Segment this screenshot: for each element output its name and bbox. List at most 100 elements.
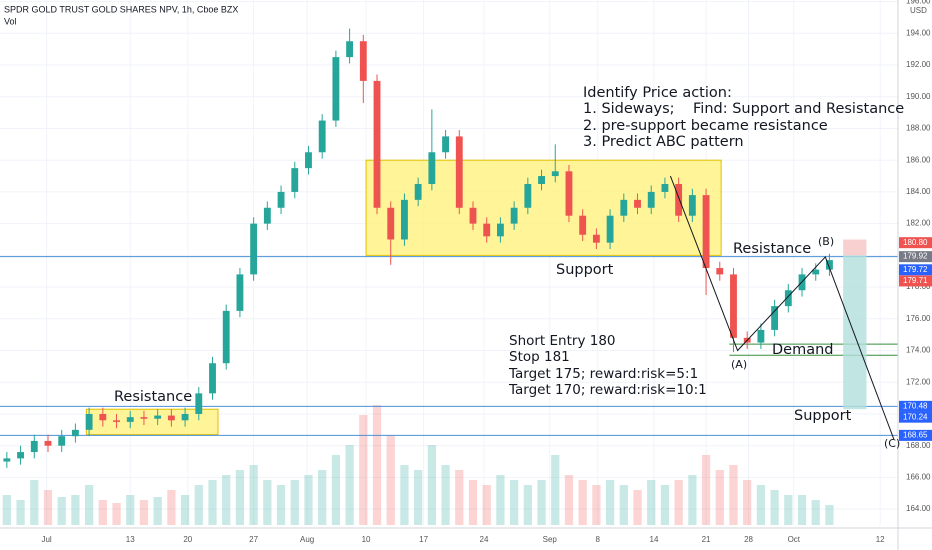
x-tick-label: 8 [596,535,601,544]
price-label-box [899,429,932,441]
candle-body [565,171,573,216]
x-tick-label: 10 [362,535,371,544]
annotation: 1. Sideways; Find: Support and Resistanc… [583,101,904,117]
x-tick-label: 27 [249,535,258,544]
candle-body [30,440,38,453]
volume-bar [784,495,793,525]
candle-body [71,429,79,437]
annotation: (A) [731,358,747,371]
candle-body [401,199,408,240]
volume-bar [57,497,66,525]
volume-bar [743,480,752,525]
volume-bar [605,480,615,525]
candle-body [620,199,628,216]
annotation: 2. pre-support became resistance [583,118,828,134]
candle-body [771,306,779,330]
volume-bar [688,475,697,525]
volume-bar [359,415,368,525]
volume-bar [180,495,190,525]
candle-body [113,420,120,422]
candle-body [181,413,189,421]
price-label-box [899,400,932,412]
volume-bar [455,470,464,525]
volume-bar [318,470,327,525]
candle-body [469,207,477,224]
price-label-box [899,411,932,423]
volume-bar [276,485,286,525]
candle-body [387,207,395,240]
volume-bar [578,480,587,525]
y-tick-label: 188.00 [906,124,931,133]
y-tick-label: 190.00 [906,92,931,101]
price-label-box [899,237,932,249]
x-tick-label: Sep [543,535,558,544]
volume-bar [345,445,354,525]
volume-bar [825,505,834,525]
candle-body [510,207,518,224]
price-label-box [899,275,932,287]
candle-body [812,269,820,275]
price-label-box [899,264,932,276]
volume-bar [797,495,807,525]
volume-bar [660,485,670,525]
candle-body [332,57,340,121]
y-tick-label: 184.00 [906,187,931,196]
candle-body [483,223,491,237]
x-tick-label: 13 [126,535,135,544]
candle-body [688,195,696,216]
x-tick-label: 14 [650,535,659,544]
x-tick-label: 21 [702,535,711,544]
volume-bar [770,490,779,525]
candle-body [85,413,93,430]
volume-bar [194,485,203,525]
volume-bar [468,480,478,525]
y-tick-label: 176.00 [906,314,931,323]
candle-body [675,183,683,216]
volume-bar [633,490,642,525]
candle-body [592,234,600,243]
annotation: (B) [818,235,834,248]
candle-body [3,458,11,462]
target-zone [843,255,867,410]
annotation: Short Entry 180 [509,333,616,349]
x-tick-label: 12 [876,535,885,544]
volume-bar [510,480,519,525]
annotation: Resistance [114,389,192,405]
candle-body [496,223,504,237]
candle-body [634,199,641,208]
price-label: 180.80 [903,238,928,247]
candle-body [167,415,175,421]
y-tick-label: 194.00 [906,28,931,37]
x-tick-label: 17 [419,535,428,544]
candle-body [346,41,354,58]
candle-body [318,120,326,153]
annotation: Demand [772,342,834,358]
volume-bar [235,470,245,525]
y-tick-label: 172.00 [906,377,931,386]
candle-body [250,223,258,275]
x-tick-label: 20 [183,535,192,544]
candle-body [455,136,463,208]
candle-body [757,329,765,343]
chart-title: SPDR GOLD TRUST GOLD SHARES NPV, 1h, Cbo… [4,4,238,14]
volume-bar [16,500,25,525]
annotation: (C) [884,437,900,450]
volume-bar [167,490,176,525]
price-label: 179.92 [903,252,928,261]
candle-body [606,215,614,243]
annotation: Target 175; reward:risk=5:1 [508,366,698,382]
y-tick-label: 182.00 [906,219,931,228]
volume-bar [304,475,313,525]
candle-body [126,417,134,422]
volume-bar [2,495,11,525]
candle-body [551,171,559,177]
price-label: 179.72 [903,265,928,274]
price-label: 179.71 [903,276,928,285]
volume-bar [43,490,53,525]
candle-body [58,436,66,446]
volume-bar [414,470,423,525]
candle-body [784,290,792,307]
candle-body [661,183,669,192]
candle-body [236,274,244,311]
volume-bar [98,500,107,525]
